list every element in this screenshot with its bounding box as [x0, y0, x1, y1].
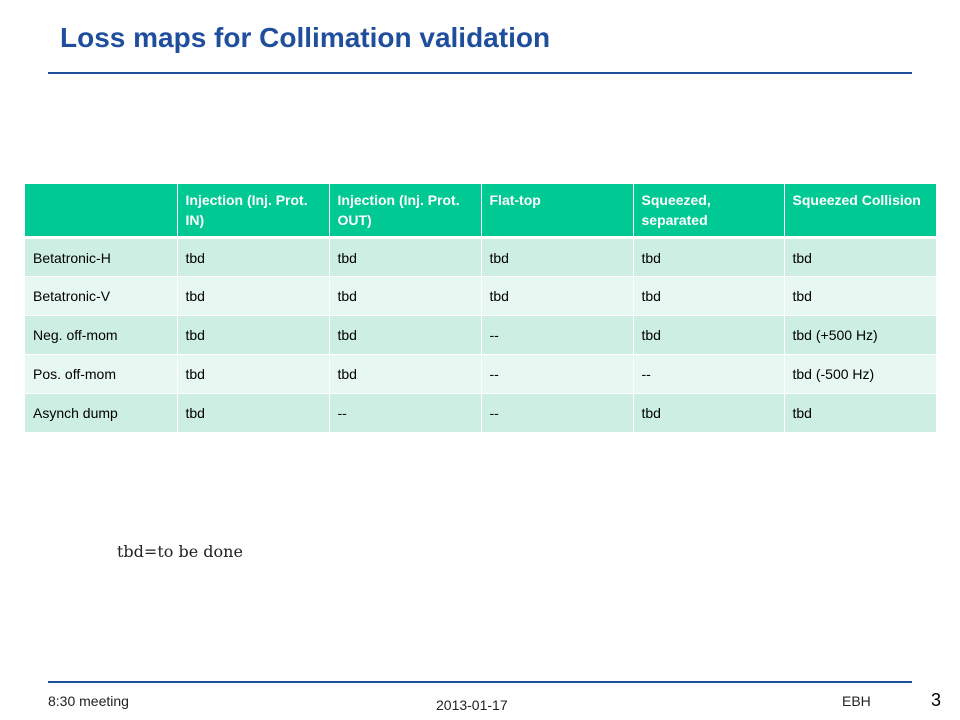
- table-cell: tbd: [329, 354, 482, 394]
- table-cell: tbd: [177, 237, 330, 277]
- table-cell: tbd: [329, 276, 482, 316]
- footer-divider: [48, 681, 912, 683]
- table-cell: tbd: [177, 393, 330, 433]
- table-cell: --: [329, 393, 482, 433]
- footer-date: 2013-01-17: [436, 697, 508, 713]
- table-cell: tbd: [784, 393, 936, 433]
- row-label: Betatronic-V: [25, 276, 178, 316]
- table-row: Betatronic-H tbd tbd tbd tbd tbd: [25, 237, 936, 277]
- table-cell: tbd (+500 Hz): [784, 315, 936, 355]
- header-cell-flat-top: Flat-top: [481, 184, 634, 239]
- table-cell: tbd: [633, 393, 785, 433]
- loss-maps-table: Injection (Inj. Prot. IN) Injection (Inj…: [25, 184, 936, 433]
- table-cell: --: [633, 354, 785, 394]
- header-cell-injection-out: Injection (Inj. Prot. OUT): [329, 184, 482, 239]
- table-cell: tbd (-500 Hz): [784, 354, 936, 394]
- table-cell: --: [481, 315, 634, 355]
- loss-maps-table-container: Injection (Inj. Prot. IN) Injection (Inj…: [25, 184, 936, 433]
- footer-meeting: 8:30 meeting: [48, 693, 129, 709]
- table-cell: tbd: [784, 276, 936, 316]
- row-label: Betatronic-H: [25, 237, 178, 277]
- row-label: Neg. off-mom: [25, 315, 178, 355]
- table-cell: tbd: [329, 237, 482, 277]
- table-cell: tbd: [177, 354, 330, 394]
- abbreviation-note: tbd=to be done: [117, 542, 243, 561]
- header-cell-injection-in: Injection (Inj. Prot. IN): [177, 184, 330, 239]
- table-cell: tbd: [177, 315, 330, 355]
- table-row: Asynch dump tbd -- -- tbd tbd: [25, 393, 936, 433]
- page-number: 3: [931, 690, 942, 710]
- table-cell: tbd: [633, 315, 785, 355]
- table-cell: tbd: [481, 276, 634, 316]
- row-label: Pos. off-mom: [25, 354, 178, 394]
- table-row: Neg. off-mom tbd tbd -- tbd tbd (+500 Hz…: [25, 315, 936, 355]
- table-cell: --: [481, 354, 634, 394]
- header-cell-squeezed-separated: Squeezed, separated: [633, 184, 785, 239]
- table-cell: tbd: [784, 237, 936, 277]
- footer-author: EBH: [842, 693, 871, 709]
- table-cell: tbd: [633, 237, 785, 277]
- header-cell-squeezed-collision: Squeezed Collision: [784, 184, 936, 239]
- header-cell-empty: [25, 184, 178, 239]
- title-divider: [48, 72, 912, 74]
- table-cell: --: [481, 393, 634, 433]
- table-header-row: Injection (Inj. Prot. IN) Injection (Inj…: [25, 184, 936, 239]
- row-label: Asynch dump: [25, 393, 178, 433]
- slide-title: Loss maps for Collimation validation: [60, 22, 551, 53]
- table-row: Pos. off-mom tbd tbd -- -- tbd (-500 Hz): [25, 354, 936, 394]
- table-cell: tbd: [177, 276, 330, 316]
- table-cell: tbd: [329, 315, 482, 355]
- table-row: Betatronic-V tbd tbd tbd tbd tbd: [25, 276, 936, 316]
- table-cell: tbd: [633, 276, 785, 316]
- table-cell: tbd: [481, 237, 634, 277]
